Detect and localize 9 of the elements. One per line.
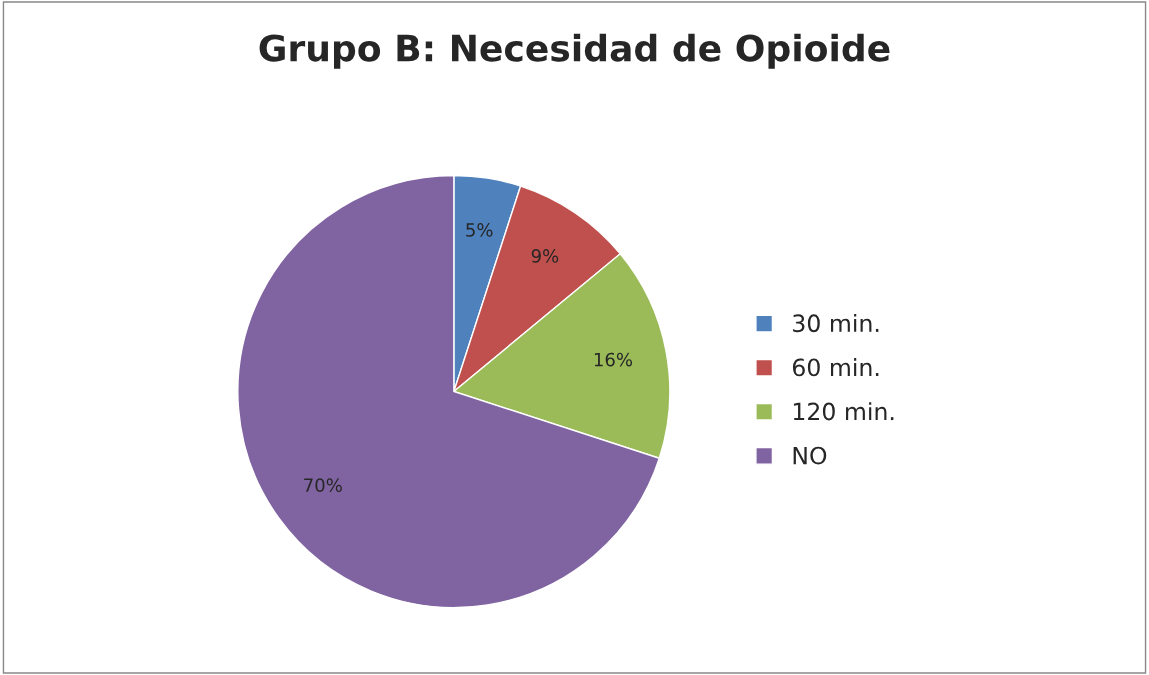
legend-label: 120 min. bbox=[793, 402, 894, 421]
legend-label: NO bbox=[793, 446, 827, 465]
legend-label: 30 min. bbox=[793, 313, 879, 333]
chart-title: Grupo B: Necesidad de Opioide bbox=[259, 33, 890, 69]
data-label: 5% bbox=[466, 223, 493, 237]
data-label: 9% bbox=[531, 249, 559, 263]
data-label: 70% bbox=[304, 478, 342, 492]
legend-label: 60 min. bbox=[792, 358, 879, 377]
data-label: 16% bbox=[594, 352, 633, 367]
